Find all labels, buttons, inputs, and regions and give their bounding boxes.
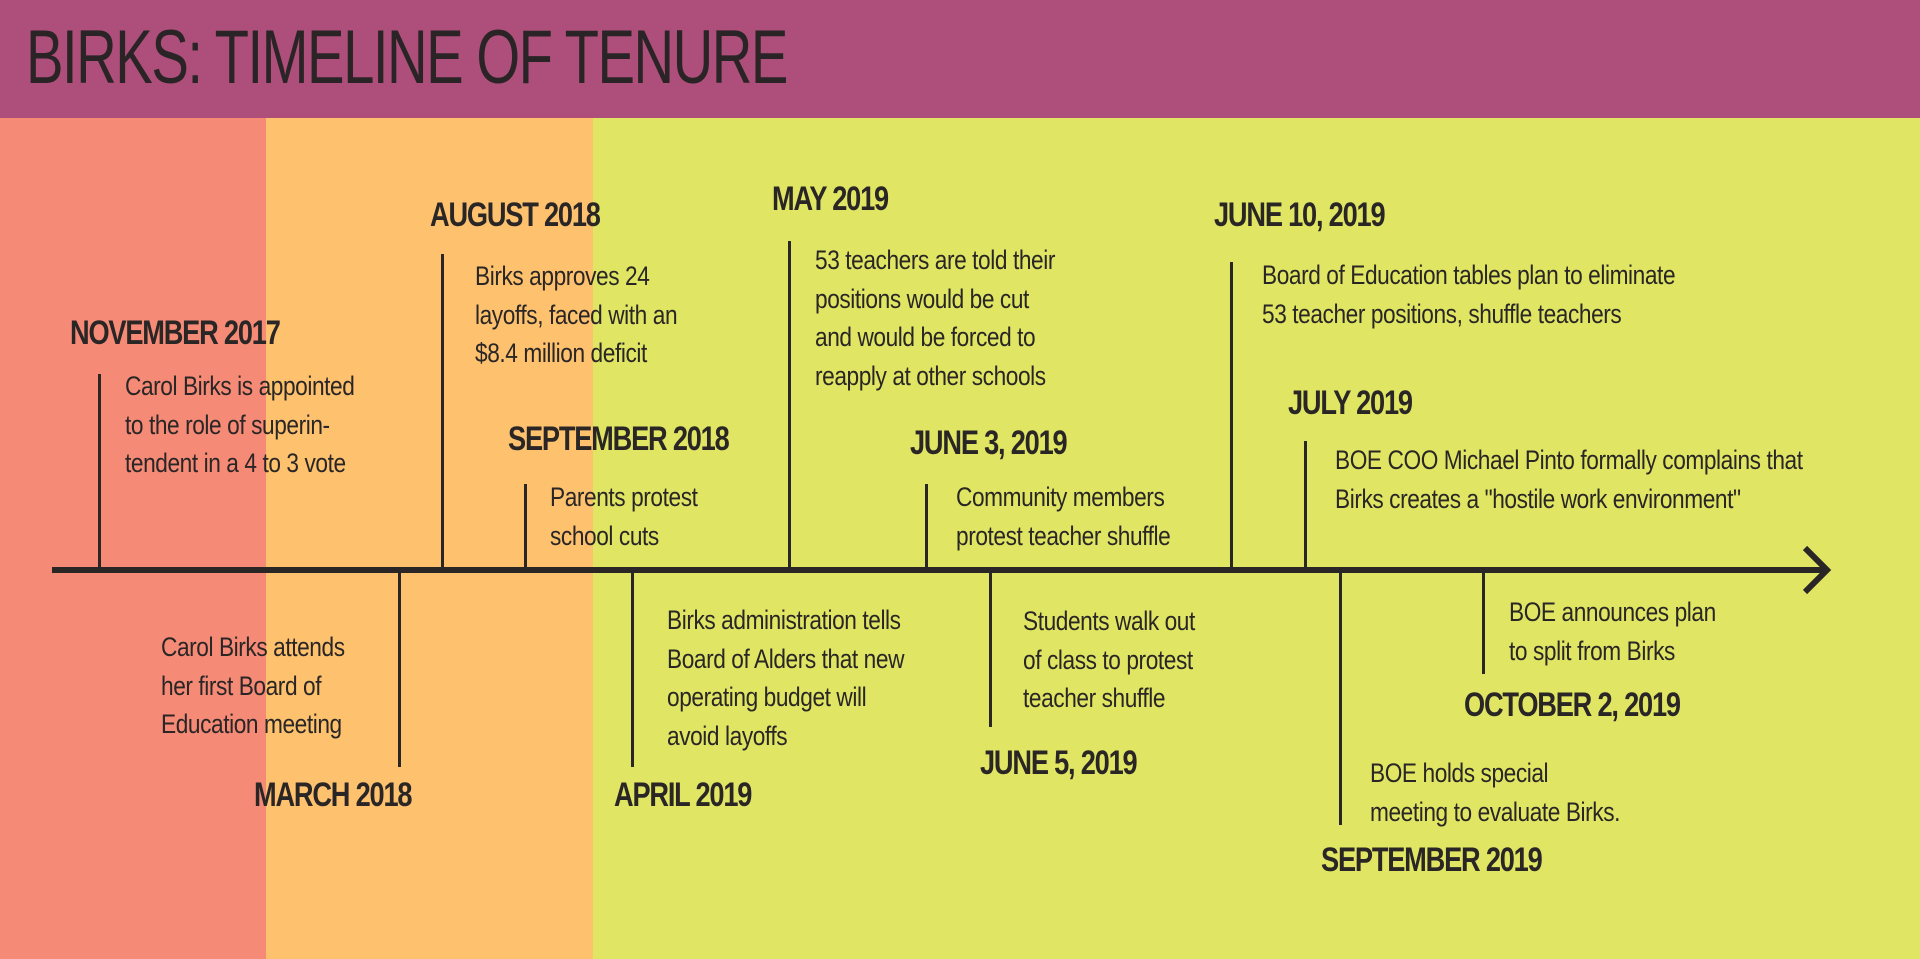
event-tick-aug-2018 <box>441 254 444 570</box>
event-tick-apr-2019 <box>631 570 634 767</box>
event-tick-nov-2017 <box>98 374 101 570</box>
event-text-nov-2017: Carol Birks is appointed to the role of … <box>125 371 355 478</box>
event-date-apr-2019: APRIL 2019 <box>614 776 752 814</box>
event-tick-sep-2019 <box>1339 570 1342 825</box>
event-tick-jun10-2019 <box>1230 262 1233 570</box>
event-text-jul-2019: BOE COO Michael Pinto formally complains… <box>1335 445 1803 514</box>
event-date-jun10-2019: JUNE 10, 2019 <box>1214 196 1386 234</box>
event-tick-may-2019 <box>788 241 791 570</box>
event-text-jun10-2019: Board of Education tables plan to elimin… <box>1262 260 1676 329</box>
arrow-right-icon <box>1802 545 1832 595</box>
event-text-may-2019: 53 teachers are told their positions wou… <box>815 245 1055 391</box>
event-tick-sep-2018 <box>524 484 527 570</box>
event-tick-jun5-2019 <box>989 570 992 727</box>
event-date-oct2-2019: OCTOBER 2, 2019 <box>1464 686 1681 724</box>
event-tick-jun3-2019 <box>925 484 928 570</box>
event-date-jun3-2019: JUNE 3, 2019 <box>910 424 1068 462</box>
event-text-sep-2018: Parents protest school cuts <box>550 482 698 551</box>
event-date-may-2019: MAY 2019 <box>772 180 889 218</box>
event-tick-jul-2019 <box>1304 441 1307 570</box>
band-2019 <box>593 118 1920 959</box>
band-2017 <box>0 118 266 959</box>
header-bar: BIRKS: TIMELINE OF TENURE <box>0 0 1920 118</box>
event-tick-mar-2018 <box>398 570 401 767</box>
timeline-axis <box>52 567 1826 573</box>
event-date-mar-2018: MARCH 2018 <box>254 776 412 814</box>
event-text-jun5-2019: Students walk out of class to protest te… <box>1023 606 1195 713</box>
event-date-sep-2018: SEPTEMBER 2018 <box>508 420 730 458</box>
event-date-nov-2017: NOVEMBER 2017 <box>70 314 281 352</box>
event-date-jun5-2019: JUNE 5, 2019 <box>980 744 1138 782</box>
event-date-jul-2019: JULY 2019 <box>1288 384 1413 422</box>
event-text-sep-2019: BOE holds special meeting to evaluate Bi… <box>1370 758 1621 827</box>
event-text-apr-2019: Birks administration tells Board of Alde… <box>667 605 905 751</box>
event-text-mar-2018: Carol Birks attends her first Board of E… <box>161 632 345 739</box>
event-text-jun3-2019: Community members protest teacher shuffl… <box>956 482 1171 551</box>
event-date-aug-2018: AUGUST 2018 <box>430 196 601 234</box>
event-tick-oct2-2019 <box>1482 570 1485 674</box>
event-text-oct2-2019: BOE announces plan to split from Birks <box>1509 597 1716 666</box>
event-date-sep-2019: SEPTEMBER 2019 <box>1321 841 1543 879</box>
page-title: BIRKS: TIMELINE OF TENURE <box>26 15 788 100</box>
event-text-aug-2018: Birks approves 24 layoffs, faced with an… <box>475 261 678 368</box>
band-2018 <box>266 118 593 959</box>
